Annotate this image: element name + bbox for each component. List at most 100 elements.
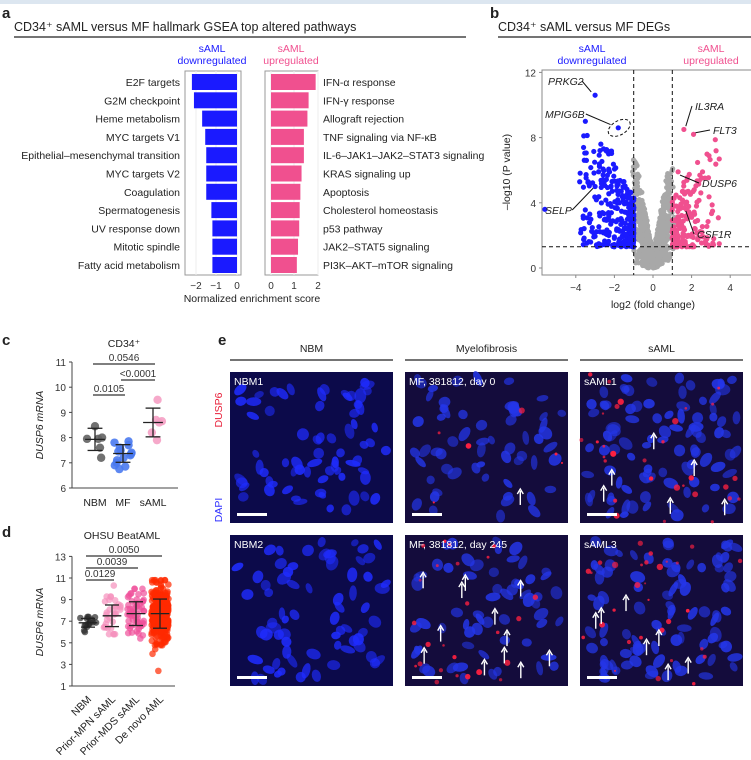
dapi-nucleus bbox=[669, 424, 683, 432]
dapi-nucleus bbox=[685, 380, 696, 391]
gene-point bbox=[656, 229, 663, 235]
dapi-nucleus bbox=[370, 493, 381, 505]
dusp6-signal bbox=[455, 561, 460, 566]
dapi-nucleus bbox=[509, 541, 523, 556]
y-tick-label: 0 bbox=[530, 264, 536, 275]
dapi-nucleus bbox=[246, 397, 262, 407]
dapi-nucleus bbox=[371, 422, 378, 433]
dapi-nucleus bbox=[411, 498, 422, 511]
dapi-nucleus bbox=[699, 452, 713, 467]
dapi-nucleus bbox=[615, 549, 623, 557]
dusp6-signal bbox=[560, 461, 564, 464]
panel-a-title: CD34⁺ sAML versus MF hallmark GSEA top a… bbox=[14, 20, 356, 34]
gene-point bbox=[627, 240, 633, 246]
dapi-nucleus bbox=[355, 556, 366, 566]
dusp6-signal bbox=[476, 669, 483, 676]
dusp6-signal bbox=[710, 520, 714, 524]
dapi-nucleus bbox=[348, 490, 360, 506]
dusp6-signal bbox=[682, 484, 685, 487]
dapi-nucleus bbox=[508, 404, 522, 417]
dapi-nucleus bbox=[727, 375, 737, 384]
dapi-nucleus bbox=[714, 564, 725, 573]
dapi-nucleus bbox=[263, 544, 276, 556]
dapi-stain-label: DAPI bbox=[213, 498, 225, 523]
dusp6-signal bbox=[737, 497, 741, 501]
pathway-label: KRAS signaling up bbox=[323, 169, 411, 181]
dapi-nucleus bbox=[341, 504, 352, 516]
gene-point bbox=[603, 148, 609, 154]
gene-point bbox=[704, 223, 710, 230]
gene-point bbox=[603, 197, 609, 203]
dapi-nucleus bbox=[436, 413, 446, 421]
dapi-nucleus bbox=[419, 444, 431, 458]
dusp6-signal bbox=[464, 673, 471, 680]
dapi-nucleus bbox=[256, 626, 268, 639]
gene-point bbox=[593, 229, 600, 235]
gene-point bbox=[715, 215, 721, 221]
dusp6-signal bbox=[637, 540, 643, 546]
y-tick-label: 5 bbox=[60, 639, 66, 650]
data-point bbox=[149, 650, 156, 658]
gene-point bbox=[630, 231, 636, 237]
dapi-nucleus bbox=[653, 654, 666, 668]
pathway-label: Heme metabolism bbox=[95, 114, 180, 126]
gene-point bbox=[611, 235, 618, 241]
data-point bbox=[137, 635, 144, 642]
dapi-nucleus bbox=[698, 672, 714, 680]
dapi-nucleus bbox=[360, 602, 370, 614]
dusp6-signal bbox=[452, 655, 457, 660]
arrow-head-icon bbox=[592, 611, 600, 619]
gene-point bbox=[712, 137, 718, 143]
image-label: sAML1 bbox=[584, 376, 617, 388]
dapi-nucleus bbox=[518, 555, 528, 570]
dapi-nucleus bbox=[586, 642, 598, 654]
gene-point bbox=[583, 150, 589, 156]
dusp6-signal bbox=[659, 627, 665, 633]
dapi-nucleus bbox=[619, 511, 629, 518]
panel-label-d: d bbox=[2, 524, 11, 541]
data-point bbox=[105, 630, 113, 638]
bar bbox=[271, 183, 301, 200]
dapi-nucleus bbox=[641, 442, 652, 449]
dapi-nucleus bbox=[590, 560, 599, 570]
gene-point bbox=[686, 209, 692, 215]
scale-bar bbox=[237, 676, 267, 679]
dapi-nucleus bbox=[698, 606, 711, 618]
data-point bbox=[110, 582, 118, 589]
data-point bbox=[109, 618, 116, 626]
dusp6-signal bbox=[516, 616, 522, 622]
dapi-nucleus bbox=[412, 416, 424, 428]
gene-point bbox=[696, 197, 702, 203]
dapi-nucleus bbox=[536, 661, 544, 676]
dapi-nucleus bbox=[619, 648, 632, 659]
dapi-nucleus bbox=[277, 667, 286, 676]
micrograph bbox=[405, 371, 568, 523]
gene-point bbox=[600, 172, 606, 178]
gene-point bbox=[615, 125, 621, 131]
dapi-nucleus bbox=[643, 398, 655, 409]
dapi-nucleus bbox=[439, 404, 449, 413]
dapi-nucleus bbox=[503, 478, 513, 489]
dapi-nucleus bbox=[633, 601, 646, 615]
dapi-nucleus bbox=[273, 629, 284, 640]
gene-label: DUSP6 bbox=[702, 178, 737, 190]
dapi-nucleus bbox=[697, 562, 707, 573]
scale-bar bbox=[412, 676, 442, 679]
dapi-nucleus bbox=[549, 661, 559, 671]
dapi-nucleus bbox=[528, 504, 541, 518]
dusp6-signal bbox=[669, 659, 674, 663]
gene-label-leader bbox=[685, 105, 693, 127]
dusp6-signal bbox=[673, 484, 681, 491]
dapi-nucleus bbox=[274, 558, 287, 570]
dapi-nucleus bbox=[658, 425, 672, 439]
y-axis-label: –log10 (P value) bbox=[501, 134, 513, 210]
gene-point bbox=[601, 210, 607, 217]
gene-point bbox=[698, 240, 705, 246]
dapi-nucleus bbox=[699, 638, 709, 650]
dapi-nucleus bbox=[476, 461, 486, 468]
gene-point bbox=[642, 215, 648, 221]
gene-point bbox=[542, 206, 548, 212]
gene-point bbox=[675, 169, 681, 175]
arrow-head-icon bbox=[500, 646, 508, 653]
bar bbox=[202, 110, 237, 127]
